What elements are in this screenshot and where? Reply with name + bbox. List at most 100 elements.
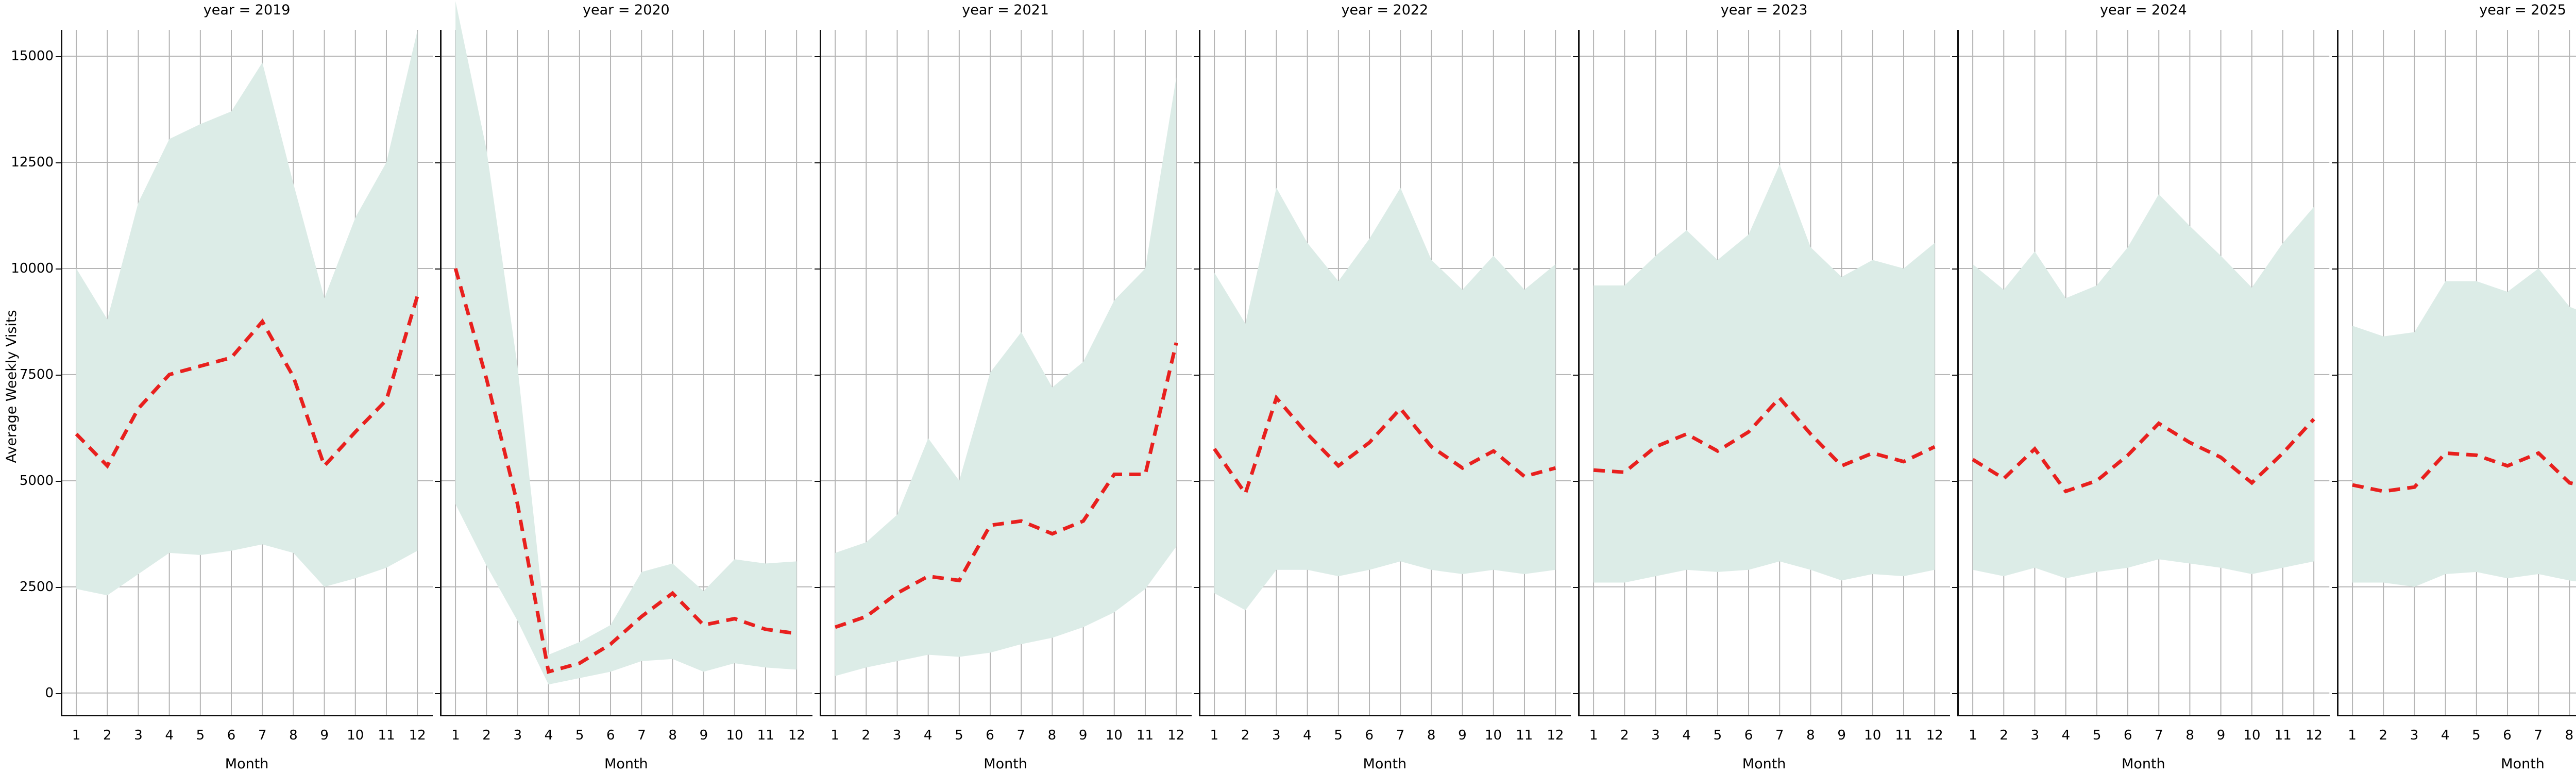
x-tick-label: 4 bbox=[1303, 728, 1312, 743]
x-tick-label: 2 bbox=[861, 728, 871, 743]
left-spine bbox=[2336, 30, 2338, 716]
y-tick-mark bbox=[56, 374, 61, 376]
median-line bbox=[453, 267, 797, 674]
x-tick-label: 12 bbox=[1926, 728, 1943, 743]
x-tick-label: 3 bbox=[892, 728, 902, 743]
x-tick-label: 8 bbox=[289, 728, 298, 743]
median-line bbox=[2351, 451, 2576, 493]
x-tick-label: 9 bbox=[320, 728, 329, 743]
y-tick-mark bbox=[56, 56, 61, 58]
median-line bbox=[1593, 395, 1936, 474]
x-tick-label: 3 bbox=[1272, 728, 1281, 743]
y-tick-mark bbox=[814, 693, 820, 694]
percentile-band bbox=[2352, 268, 2576, 587]
x-tick-label: 8 bbox=[2565, 728, 2574, 743]
x-tick-label: 1 bbox=[451, 728, 460, 743]
x-tick-label: 8 bbox=[2185, 728, 2194, 743]
x-tick-label: 7 bbox=[1016, 728, 1025, 743]
plot-area-2020 bbox=[440, 1, 812, 716]
left-spine bbox=[440, 30, 442, 716]
y-tick-mark bbox=[1573, 693, 1578, 694]
y-tick-mark bbox=[435, 268, 440, 270]
x-tick-label: 8 bbox=[1806, 728, 1815, 743]
y-tick-mark bbox=[1573, 586, 1578, 588]
x-axis-label-2024: Month bbox=[2122, 756, 2165, 772]
x-tick-label: 10 bbox=[726, 728, 743, 743]
facet-title-2021: year = 2021 bbox=[962, 2, 1049, 18]
facet-title-2023: year = 2023 bbox=[1720, 2, 1808, 18]
y-tick-mark bbox=[2331, 374, 2337, 376]
x-tick-label: 2 bbox=[1241, 728, 1250, 743]
y-tick-mark bbox=[56, 268, 61, 270]
bottom-spine bbox=[1957, 715, 2330, 716]
y-tick-label: 0 bbox=[45, 685, 54, 701]
plot-area-2023 bbox=[1578, 30, 1951, 716]
x-tick-label: 10 bbox=[1864, 728, 1882, 743]
y-axis-label: Average Weekly Visits bbox=[3, 310, 20, 463]
x-tick-label: 2 bbox=[1999, 728, 2008, 743]
percentile-band bbox=[1214, 188, 1555, 611]
y-tick-mark bbox=[814, 162, 820, 163]
facet-title-2024: year = 2024 bbox=[2100, 2, 2187, 18]
y-tick-mark bbox=[2331, 268, 2337, 270]
x-tick-label: 10 bbox=[1484, 728, 1502, 743]
x-tick-label: 8 bbox=[1427, 728, 1436, 743]
x-axis-label-2025: Month bbox=[2501, 756, 2545, 772]
x-tick-label: 7 bbox=[258, 728, 267, 743]
x-tick-label: 4 bbox=[2061, 728, 2071, 743]
x-tick-label: 1 bbox=[1969, 728, 1977, 743]
x-tick-label: 10 bbox=[2243, 728, 2261, 743]
y-tick-mark bbox=[1952, 56, 1958, 58]
x-tick-label: 2 bbox=[482, 728, 491, 743]
x-tick-label: 6 bbox=[2124, 728, 2132, 743]
y-tick-mark bbox=[56, 693, 61, 694]
x-tick-label: 5 bbox=[955, 728, 963, 743]
y-tick-mark bbox=[1952, 268, 1958, 270]
y-tick-mark bbox=[56, 480, 61, 482]
y-tick-mark bbox=[2331, 480, 2337, 482]
y-tick-mark bbox=[1193, 374, 1199, 376]
y-tick-mark bbox=[435, 162, 440, 163]
x-tick-label: 4 bbox=[165, 728, 174, 743]
x-tick-label: 1 bbox=[72, 728, 81, 743]
x-tick-label: 1 bbox=[1210, 728, 1219, 743]
percentile-band bbox=[835, 77, 1176, 676]
bottom-spine bbox=[1198, 715, 1571, 716]
x-tick-label: 11 bbox=[757, 728, 774, 743]
x-tick-label: 11 bbox=[2274, 728, 2292, 743]
y-tick-mark bbox=[1573, 56, 1578, 58]
facet-panel-2025: year = 2025123456789101112Month bbox=[2331, 0, 2576, 773]
bottom-spine bbox=[2336, 715, 2576, 716]
y-tick-mark bbox=[1573, 480, 1578, 482]
y-tick-mark bbox=[814, 480, 820, 482]
x-tick-label: 3 bbox=[2410, 728, 2419, 743]
y-tick-mark bbox=[1193, 56, 1199, 58]
left-spine bbox=[61, 30, 62, 716]
y-tick-mark bbox=[1193, 480, 1199, 482]
bottom-spine bbox=[61, 715, 433, 716]
y-tick-mark bbox=[2331, 586, 2337, 588]
x-axis-label-2020: Month bbox=[604, 756, 648, 772]
x-tick-label: 5 bbox=[1334, 728, 1343, 743]
percentile-band bbox=[76, 30, 418, 596]
y-tick-mark bbox=[435, 374, 440, 376]
y-tick-label: 15000 bbox=[11, 48, 54, 64]
x-tick-label: 12 bbox=[409, 728, 426, 743]
x-tick-label: 7 bbox=[2155, 728, 2163, 743]
facet-title-2025: year = 2025 bbox=[2479, 2, 2566, 18]
x-tick-label: 12 bbox=[2305, 728, 2323, 743]
x-tick-label: 7 bbox=[2534, 728, 2543, 743]
x-tick-label: 11 bbox=[1516, 728, 1533, 743]
x-tick-label: 10 bbox=[1105, 728, 1123, 743]
x-axis-label-2019: Month bbox=[225, 756, 269, 772]
x-tick-label: 4 bbox=[923, 728, 933, 743]
y-tick-mark bbox=[56, 586, 61, 588]
percentile-band bbox=[1973, 194, 2314, 579]
y-tick-mark bbox=[1952, 162, 1958, 163]
x-tick-label: 1 bbox=[1589, 728, 1598, 743]
x-tick-label: 11 bbox=[378, 728, 395, 743]
x-axis-label-2022: Month bbox=[1363, 756, 1407, 772]
facet-panel-2021: year = 2021 1 2 3 4 5 6 7 8 9 10 11 12 Month bbox=[814, 0, 1192, 773]
y-tick-mark bbox=[1193, 693, 1199, 694]
